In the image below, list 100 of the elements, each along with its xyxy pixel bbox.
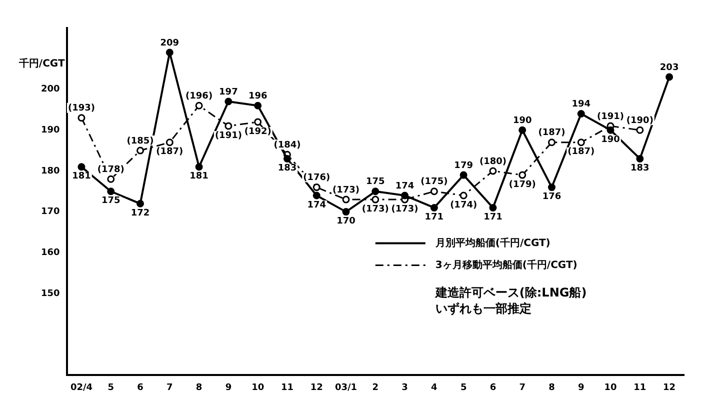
data-label: 190: [601, 134, 620, 145]
data-label: (187): [568, 147, 595, 158]
point: [606, 126, 614, 134]
data-label: (190): [626, 116, 654, 126]
data-label: (187): [156, 147, 184, 158]
data-label: (191): [214, 130, 242, 141]
point: [254, 102, 262, 110]
x-tick-label: 4: [431, 382, 438, 393]
x-tick-label: 8: [548, 382, 555, 393]
x-tick-label: 6: [137, 382, 144, 393]
data-label: (185): [126, 136, 154, 146]
data-label: (178): [97, 164, 124, 175]
data-label: (184): [274, 140, 301, 150]
legend-label: 月別平均船価(千円/CGT): [434, 236, 550, 249]
x-tick-label: 10: [604, 382, 617, 393]
x-tick-label: 2: [372, 382, 379, 393]
x-tick-label: 10: [252, 382, 264, 393]
legend-label: 3ヶ月移動平均船価(千円/CGT): [435, 258, 578, 271]
point: [430, 204, 438, 212]
data-label: (173): [362, 204, 389, 214]
data-label: 176: [542, 192, 562, 202]
annotation: 建造許可ベース(除:LNG船): [434, 285, 587, 300]
x-tick-label: 11: [634, 382, 646, 393]
x-tick-label: 6: [490, 382, 496, 393]
data-label: 203: [660, 62, 679, 73]
point: [636, 154, 644, 162]
data-label: (192): [244, 126, 272, 137]
data-label: 190: [512, 116, 532, 126]
point: [166, 48, 174, 56]
point: [548, 138, 556, 146]
point: [372, 188, 380, 196]
point: [430, 188, 438, 196]
point: [254, 118, 262, 126]
point: [224, 122, 232, 130]
annotation: いずれも一部推定: [435, 301, 532, 316]
point: [136, 146, 144, 154]
data-label: 172: [130, 208, 150, 218]
data-label: (180): [479, 156, 506, 167]
point: [460, 171, 468, 179]
data-label: 183: [630, 164, 650, 174]
point: [78, 114, 86, 122]
data-label: (175): [420, 177, 448, 188]
point: [372, 196, 380, 204]
data-label: 171: [424, 212, 444, 223]
point: [312, 192, 320, 200]
point: [107, 188, 115, 196]
point: [107, 175, 115, 183]
data-label: (187): [538, 128, 566, 138]
data-label: 196: [248, 91, 268, 102]
x-tick-label: 03/1: [334, 382, 358, 393]
point: [666, 73, 674, 81]
x-tick-label: 12: [310, 382, 323, 393]
data-label: (193): [68, 104, 95, 114]
data-label: (176): [303, 173, 330, 184]
point: [577, 138, 585, 146]
point: [136, 200, 144, 208]
x-tick-label: 7: [519, 382, 526, 393]
point: [460, 192, 468, 200]
data-label: (191): [597, 112, 624, 122]
x-tick-label: 3: [402, 382, 408, 393]
y-tick-label: 160: [40, 248, 60, 258]
data-label: (179): [508, 180, 536, 190]
point: [489, 167, 497, 175]
data-label: 194: [572, 100, 591, 110]
y-tick-label: 150: [40, 288, 60, 299]
y-tick-label: 170: [40, 207, 60, 218]
point: [312, 184, 320, 192]
x-tick-label: 12: [663, 382, 676, 393]
x-tick-label: 8: [196, 382, 202, 393]
point: [342, 208, 350, 216]
data-label: 181: [72, 172, 91, 182]
x-tick-label: 5: [108, 382, 114, 393]
point: [78, 163, 86, 171]
data-label: (173): [391, 204, 418, 214]
y-tick-label: 190: [40, 125, 60, 136]
data-label: 171: [484, 212, 502, 223]
point: [636, 126, 644, 134]
point: [548, 184, 556, 192]
data-label: (174): [450, 200, 478, 210]
x-tick-label: 11: [280, 382, 294, 393]
point: [518, 171, 526, 179]
x-tick-label: 9: [225, 382, 232, 393]
data-label: 175: [101, 196, 120, 206]
data-label: (196): [186, 91, 213, 102]
point: [283, 154, 291, 162]
point: [195, 163, 203, 171]
data-label: 175: [366, 177, 385, 188]
point: [166, 138, 174, 146]
y-tick-label: 180: [40, 166, 60, 176]
point: [489, 204, 497, 212]
data-label: 197: [219, 87, 238, 98]
y-tick-label: 200: [40, 84, 60, 95]
point: [401, 192, 409, 200]
point: [518, 126, 526, 134]
y-axis-title: 千円/CGT: [18, 58, 65, 70]
x-tick-label: 9: [578, 382, 584, 393]
data-label: 181: [190, 172, 208, 182]
data-label: 183: [278, 164, 297, 174]
data-label: 170: [336, 216, 356, 227]
point: [195, 102, 203, 110]
